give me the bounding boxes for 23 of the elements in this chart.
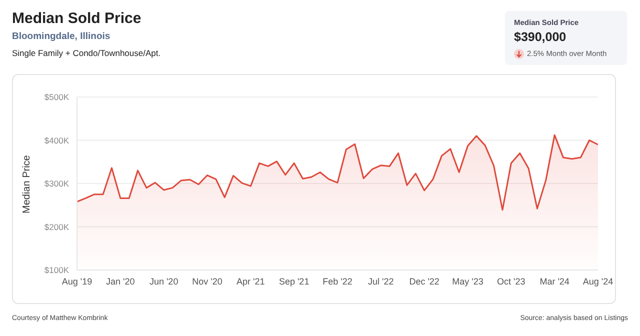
y-tick-label: $100K [44,265,70,276]
y-tick-label: $300K [44,178,70,189]
chart-title: Median Sold Price [12,10,142,27]
chart-subtitle: Bloomingdale, Illinois [12,31,110,42]
x-tick-label: Dec '22 [409,276,440,286]
x-tick-label: Oct '23 [497,276,526,286]
text: $390,000 [514,30,566,44]
x-tick-label: Jun '20 [149,276,178,286]
x-tick-label: Jan '20 [106,276,135,286]
x-tick-label: Apr '21 [236,276,265,286]
x-tick-label: Aug '19 [62,276,92,286]
x-tick-label: Feb '22 [322,276,352,286]
y-tick-label: $500K [44,92,70,102]
x-tick-label: Jul '22 [368,276,394,286]
x-tick-label: May '23 [452,276,484,286]
x-tick-label: Aug '24 [582,276,614,286]
y-tick-label: $200K [44,222,70,232]
text: Single Family + Condo/Townhouse/Apt. [12,48,161,58]
y-tick-label: $400K [44,135,70,146]
x-tick-label: Nov '20 [192,276,222,286]
y-axis-title: Median Price [22,154,33,214]
x-tick-label: Mar '24 [540,276,570,286]
x-tick-label: Sep '21 [278,276,310,286]
